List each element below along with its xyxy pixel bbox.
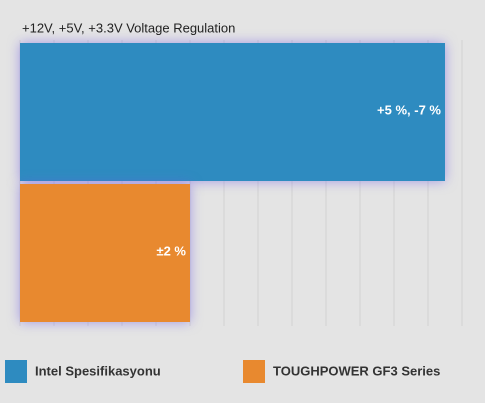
value-label: +5 %, -7 % bbox=[377, 102, 441, 117]
legend-label: TOUGHPOWER GF3 Series bbox=[273, 363, 440, 378]
legend-swatch bbox=[243, 360, 265, 383]
legend: Intel Spesifikasyonu TOUGHPOWER GF3 Serie… bbox=[5, 360, 440, 383]
legend-swatch bbox=[5, 360, 27, 383]
bar bbox=[20, 43, 445, 181]
bar bbox=[20, 184, 190, 322]
chart-title: +12V, +5V, +3.3V Voltage Regulation bbox=[22, 20, 235, 35]
legend-label: Intel Spesifikasyonu bbox=[35, 363, 161, 378]
bars: +5 %, -7 % ±2 % bbox=[20, 43, 445, 322]
value-label: ±2 % bbox=[156, 243, 186, 258]
